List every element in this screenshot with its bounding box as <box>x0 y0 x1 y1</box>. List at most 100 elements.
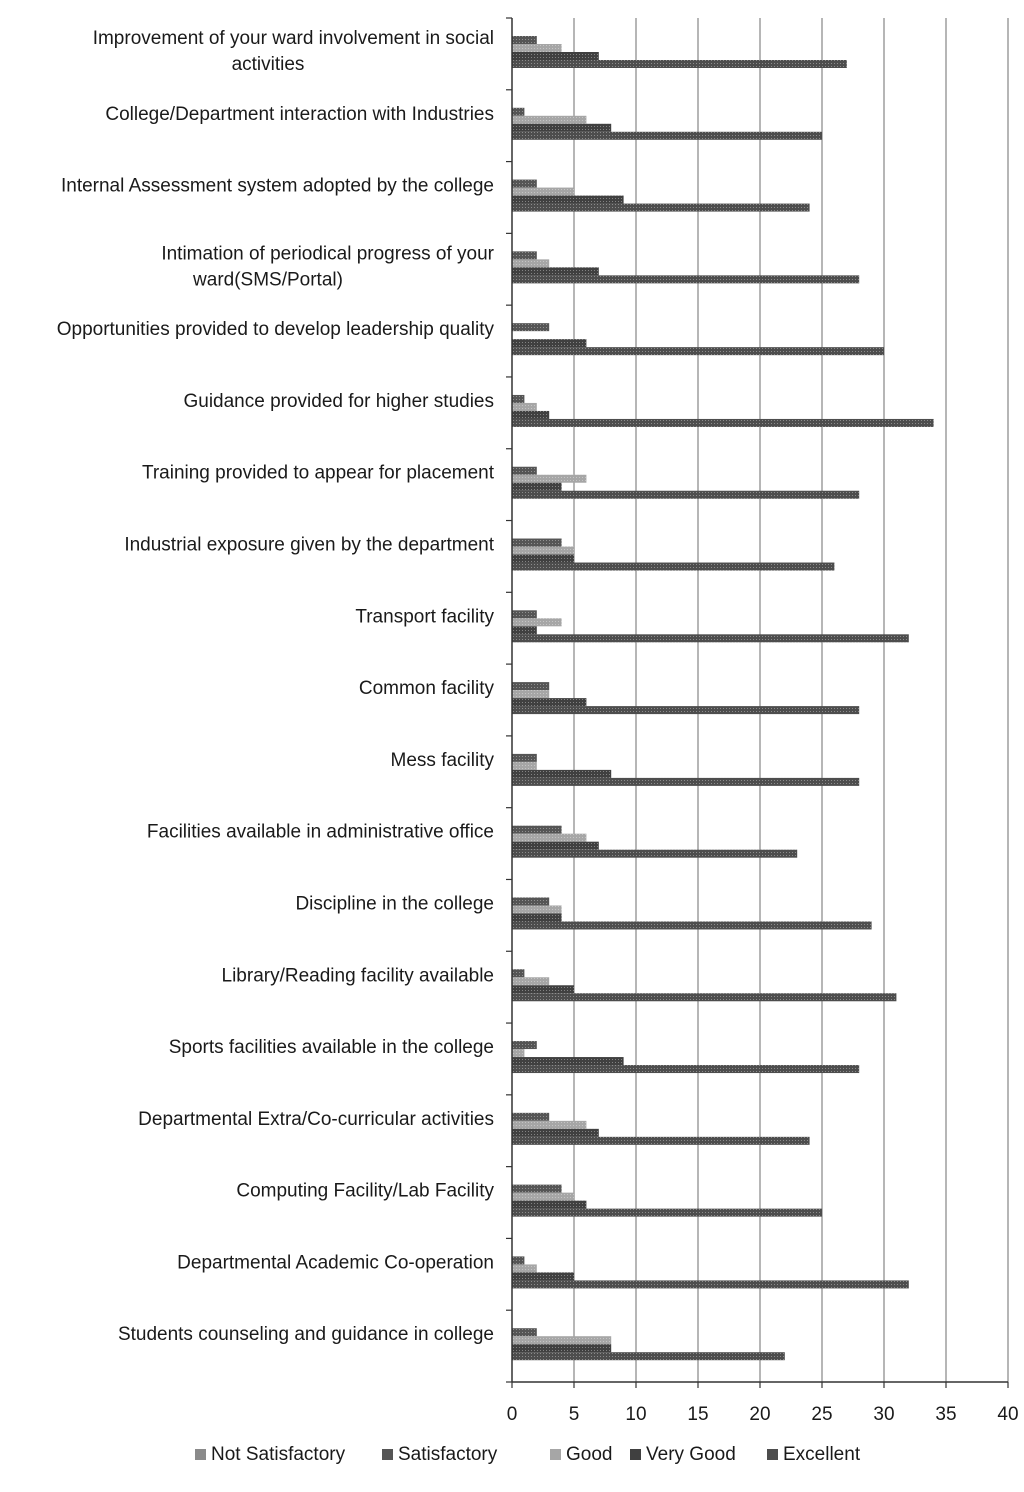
bar-texture <box>512 777 860 786</box>
bar-texture <box>512 179 537 188</box>
bar-texture <box>512 418 934 427</box>
bar-texture <box>512 490 860 499</box>
x-tick-label: 15 <box>687 1404 708 1425</box>
bar-texture <box>512 323 550 332</box>
legend-label: Not Satisfactory <box>211 1444 346 1465</box>
bar-texture <box>512 60 847 68</box>
bar-texture <box>512 44 562 52</box>
bar-texture <box>512 259 550 268</box>
category-label: Common facility <box>359 678 495 699</box>
bar-texture <box>512 1336 612 1345</box>
bar-texture <box>512 187 574 196</box>
category-labels: Improvement of your ward involvement in … <box>57 28 495 1345</box>
bar-texture <box>512 626 537 635</box>
x-tick-label: 20 <box>749 1404 770 1425</box>
bar-texture <box>512 1136 810 1145</box>
category-label: Industrial exposure given by the departm… <box>124 535 494 556</box>
x-tick-label: 5 <box>569 1404 580 1425</box>
category-label: Facilities available in administrative o… <box>147 822 494 843</box>
bar-texture <box>512 921 872 930</box>
bar-texture <box>512 195 624 204</box>
bar-texture <box>512 913 562 922</box>
bar-texture <box>512 203 810 212</box>
category-label: Departmental Academic Co-operation <box>177 1252 494 1273</box>
bar-texture <box>512 36 537 44</box>
bar-texture <box>512 1065 860 1074</box>
category-label: Intimation of periodical progress of you… <box>161 243 494 290</box>
bar-texture <box>512 562 835 571</box>
bar-texture <box>512 267 599 276</box>
bar-texture <box>512 1352 785 1361</box>
bar-texture <box>512 897 550 906</box>
category-label: Departmental Extra/Co-curricular activit… <box>138 1109 494 1130</box>
bar-texture <box>512 52 599 60</box>
bar-texture <box>512 546 574 555</box>
legend-swatch <box>550 1449 561 1460</box>
category-label: Guidance provided for higher studies <box>183 391 494 412</box>
category-label: College/Department interaction with Indu… <box>105 104 494 125</box>
bar-texture <box>512 690 550 699</box>
bar-texture <box>512 1200 587 1209</box>
bar-texture <box>512 1112 550 1121</box>
bar-texture <box>512 698 587 707</box>
bar-texture <box>512 115 587 124</box>
bar-texture <box>512 833 587 842</box>
bar-texture <box>512 251 537 260</box>
legend-swatch <box>382 1449 393 1460</box>
category-label: Opportunities provided to develop leader… <box>57 319 495 340</box>
bar-texture <box>512 841 599 850</box>
bar-texture <box>512 682 550 691</box>
category-label: Students counseling and guidance in coll… <box>118 1324 494 1345</box>
bar-texture <box>512 993 897 1002</box>
bar-texture <box>512 123 612 132</box>
category-label: Improvement of your ward involvement in … <box>93 28 494 75</box>
bar-texture <box>512 634 909 643</box>
bar-texture <box>512 753 537 762</box>
bar-texture <box>512 769 612 778</box>
bar-texture <box>512 1049 525 1058</box>
bar-texture <box>512 1264 537 1273</box>
category-label: Mess facility <box>391 750 495 771</box>
x-tick-label: 0 <box>507 1404 518 1425</box>
bar-texture <box>512 985 574 994</box>
bar-texture <box>512 474 587 483</box>
legend-swatch <box>630 1449 641 1460</box>
bar-texture <box>512 977 550 986</box>
bar-texture <box>512 107 525 116</box>
bar-texture <box>512 275 860 284</box>
bar-texture <box>512 466 537 475</box>
bar-texture <box>512 1280 909 1289</box>
bar-texture <box>512 347 884 356</box>
category-label: Sports facilities available in the colle… <box>169 1037 494 1058</box>
legend-label: Good <box>566 1444 612 1465</box>
x-tick-label: 35 <box>935 1404 956 1425</box>
legend: Not Satisfactory Satisfactory Good Very Goo… <box>195 1444 861 1465</box>
legend-label: Very Good <box>646 1444 736 1465</box>
bar-texture <box>512 1344 612 1353</box>
category-label: Transport facility <box>355 606 494 627</box>
category-label: Internal Assessment system adopted by th… <box>61 176 494 197</box>
bar-texture <box>512 1256 525 1265</box>
x-tick-label: 25 <box>811 1404 832 1425</box>
legend-label: Satisfactory <box>398 1444 498 1465</box>
bar-texture <box>512 1120 587 1129</box>
bar-texture <box>512 1057 624 1066</box>
bar-texture <box>512 1328 537 1337</box>
bar-texture <box>512 706 860 715</box>
bar-texture <box>512 849 798 858</box>
bar-texture <box>512 1184 562 1193</box>
bars <box>512 36 934 1361</box>
category-label: Computing Facility/Lab Facility <box>236 1181 494 1202</box>
x-tick-label: 10 <box>625 1404 646 1425</box>
bar-texture <box>512 1192 574 1201</box>
bar-texture <box>512 1272 574 1281</box>
category-label: Training provided to appear for placemen… <box>142 463 495 484</box>
bar-texture <box>512 1208 822 1217</box>
bar-texture <box>512 538 562 547</box>
legend-swatch <box>195 1449 206 1460</box>
bar-texture <box>512 761 537 770</box>
axes: 0 5 10 15 20 25 30 35 40 <box>506 17 1019 1425</box>
gridlines <box>573 18 1009 1382</box>
